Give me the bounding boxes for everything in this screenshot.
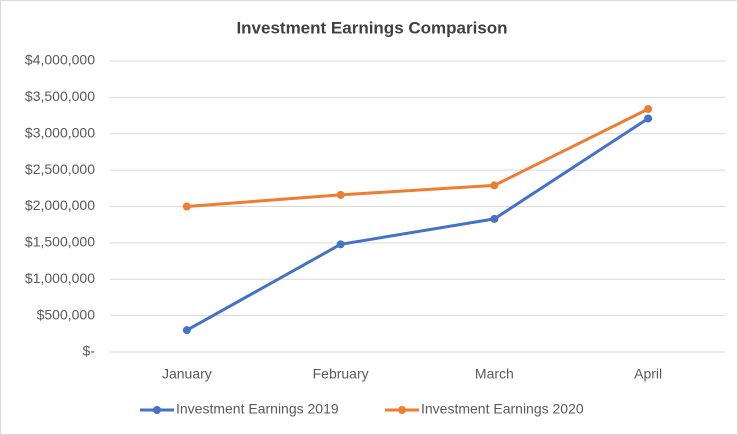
- data-point: [182, 202, 191, 211]
- x-tick-label: April: [634, 366, 662, 382]
- y-tick-label: $1,500,000: [25, 234, 95, 250]
- data-point: [182, 326, 191, 335]
- y-tick-label: $3,500,000: [25, 88, 95, 104]
- legend-label: Investment Earnings 2020: [421, 401, 584, 417]
- x-tick-label: February: [313, 366, 369, 382]
- data-point: [644, 105, 653, 114]
- legend-marker: [398, 406, 406, 414]
- series-line: [185, 116, 650, 332]
- y-tick-label: $2,000,000: [25, 197, 95, 213]
- legend-marker: [153, 406, 161, 414]
- x-tick-label: January: [162, 366, 212, 382]
- y-tick-label: $4,000,000: [25, 52, 95, 68]
- x-tick-label: March: [475, 366, 514, 382]
- chart-title: Investment Earnings Comparison: [236, 18, 507, 37]
- y-tick-label: $1,000,000: [25, 270, 95, 286]
- legend-label: Investment Earnings 2019: [176, 401, 339, 417]
- y-tick-label: $3,000,000: [25, 124, 95, 140]
- y-tick-label: $-: [83, 343, 96, 359]
- data-point: [336, 190, 345, 199]
- data-point: [490, 214, 499, 223]
- series-line: [185, 107, 650, 208]
- data-point: [336, 240, 345, 249]
- y-tick-label: $500,000: [37, 306, 96, 322]
- data-point: [644, 114, 653, 123]
- data-point: [490, 181, 499, 190]
- y-tick-label: $2,500,000: [25, 161, 95, 177]
